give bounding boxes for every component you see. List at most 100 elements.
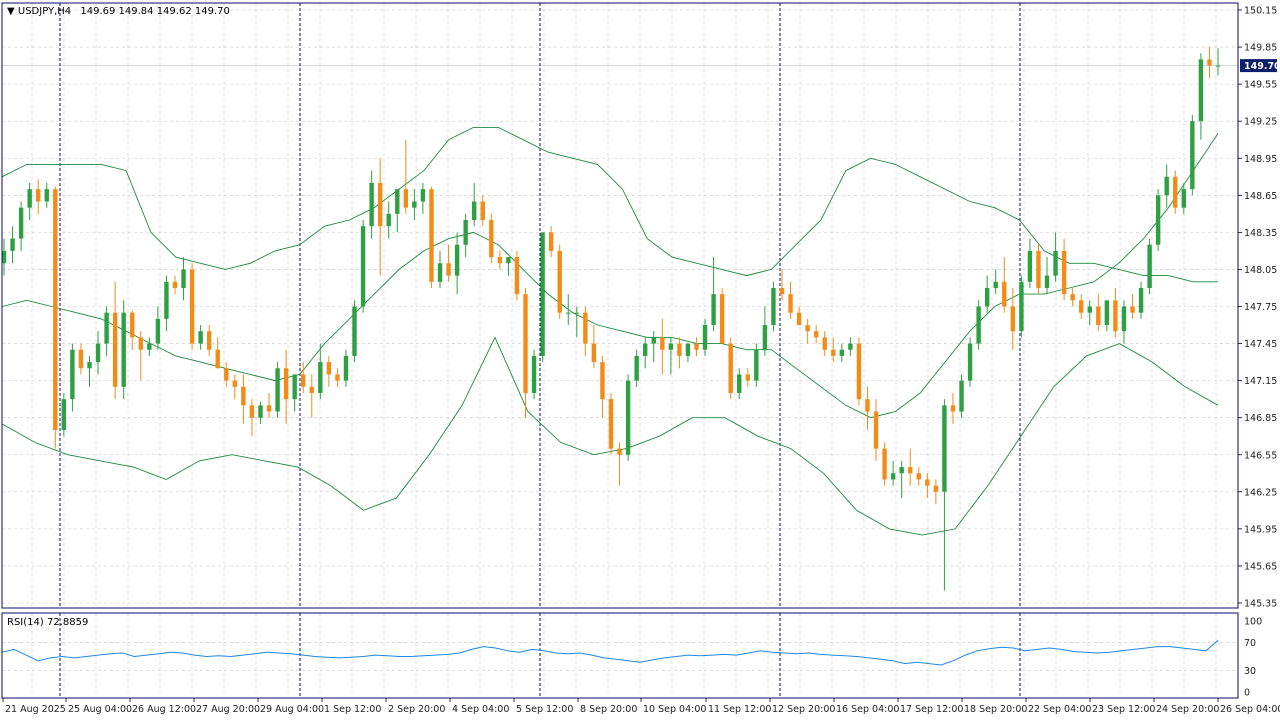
candle[interactable] (1181, 182, 1187, 214)
candle[interactable] (463, 213, 468, 258)
candle[interactable] (839, 343, 845, 363)
candle[interactable] (1138, 281, 1144, 319)
candle[interactable] (266, 392, 272, 418)
candle[interactable] (1087, 300, 1092, 326)
candle[interactable] (275, 362, 280, 418)
candle[interactable] (925, 473, 930, 498)
candle[interactable] (899, 460, 904, 498)
candle[interactable] (249, 399, 255, 437)
candle[interactable] (608, 392, 614, 455)
candle[interactable] (865, 386, 870, 431)
candle[interactable] (18, 201, 24, 251)
candle[interactable] (1130, 294, 1135, 319)
candle[interactable] (788, 281, 793, 319)
candle[interactable] (78, 343, 84, 375)
candle[interactable] (429, 186, 434, 288)
candle[interactable] (437, 250, 443, 288)
candle[interactable] (189, 263, 195, 350)
candle[interactable] (87, 355, 92, 387)
candle[interactable] (1, 238, 7, 276)
candle[interactable] (352, 300, 357, 363)
candle[interactable] (813, 325, 819, 344)
candle[interactable] (283, 349, 289, 424)
candle[interactable] (181, 257, 186, 301)
candle[interactable] (822, 331, 827, 356)
candle[interactable] (625, 374, 631, 461)
candle[interactable] (719, 287, 725, 344)
candle[interactable] (301, 362, 306, 393)
candle[interactable] (882, 442, 887, 486)
candle[interactable] (591, 325, 597, 369)
candle[interactable] (745, 368, 750, 387)
candle[interactable] (1104, 300, 1110, 332)
candle[interactable] (634, 349, 639, 387)
candle[interactable] (369, 170, 374, 239)
candle[interactable] (172, 275, 178, 295)
candle[interactable] (446, 244, 451, 282)
candle[interactable] (831, 337, 836, 363)
candle[interactable] (61, 392, 67, 437)
candle[interactable] (121, 300, 126, 400)
candle[interactable] (164, 275, 169, 332)
candle[interactable] (224, 362, 229, 387)
candle[interactable] (360, 220, 366, 313)
candle[interactable] (377, 158, 383, 276)
candle[interactable] (1010, 287, 1016, 350)
candle[interactable] (848, 337, 853, 356)
candle[interactable] (35, 179, 41, 214)
candle[interactable] (1061, 238, 1067, 301)
candle[interactable] (796, 306, 802, 326)
candle[interactable] (583, 306, 588, 356)
candle[interactable] (1044, 257, 1050, 295)
candle[interactable] (472, 182, 477, 227)
candle[interactable] (984, 275, 990, 313)
candle[interactable] (206, 325, 212, 356)
candle[interactable] (292, 374, 297, 412)
candle[interactable] (737, 368, 742, 400)
candle[interactable] (454, 232, 460, 295)
candle[interactable] (326, 355, 332, 387)
candle[interactable] (642, 337, 648, 369)
candle[interactable] (489, 213, 494, 264)
candle[interactable] (771, 281, 776, 332)
candle[interactable] (27, 182, 32, 221)
candle[interactable] (856, 337, 862, 406)
candle[interactable] (694, 337, 699, 356)
candle[interactable] (10, 226, 15, 264)
candle[interactable] (668, 337, 674, 375)
candle[interactable] (309, 374, 314, 418)
candle[interactable] (1155, 189, 1161, 251)
candle[interactable] (600, 355, 605, 418)
candle[interactable] (805, 318, 810, 344)
candle[interactable] (44, 182, 49, 208)
candle[interactable] (70, 343, 75, 412)
candle[interactable] (531, 349, 537, 400)
candle[interactable] (147, 337, 152, 356)
candle[interactable] (685, 343, 691, 363)
candle[interactable] (523, 287, 528, 418)
candles[interactable] (1, 47, 1221, 591)
candle[interactable] (1053, 232, 1058, 282)
candle[interactable] (1164, 164, 1169, 208)
candle[interactable] (617, 442, 622, 486)
candle[interactable] (215, 337, 220, 369)
candle[interactable] (702, 318, 708, 356)
candle[interactable] (318, 343, 323, 400)
candle[interactable] (395, 189, 400, 233)
candle[interactable] (403, 139, 409, 214)
candle[interactable] (412, 189, 417, 221)
candle[interactable] (514, 250, 520, 301)
candle[interactable] (130, 310, 135, 350)
candle[interactable] (959, 374, 964, 418)
candle[interactable] (993, 269, 998, 295)
candle[interactable] (343, 349, 349, 387)
candle[interactable] (155, 306, 161, 350)
candle[interactable] (677, 337, 682, 369)
candle[interactable] (890, 460, 896, 486)
candle[interactable] (574, 306, 580, 338)
candle[interactable] (779, 269, 785, 301)
candle[interactable] (420, 182, 426, 214)
candle[interactable] (1002, 257, 1007, 313)
